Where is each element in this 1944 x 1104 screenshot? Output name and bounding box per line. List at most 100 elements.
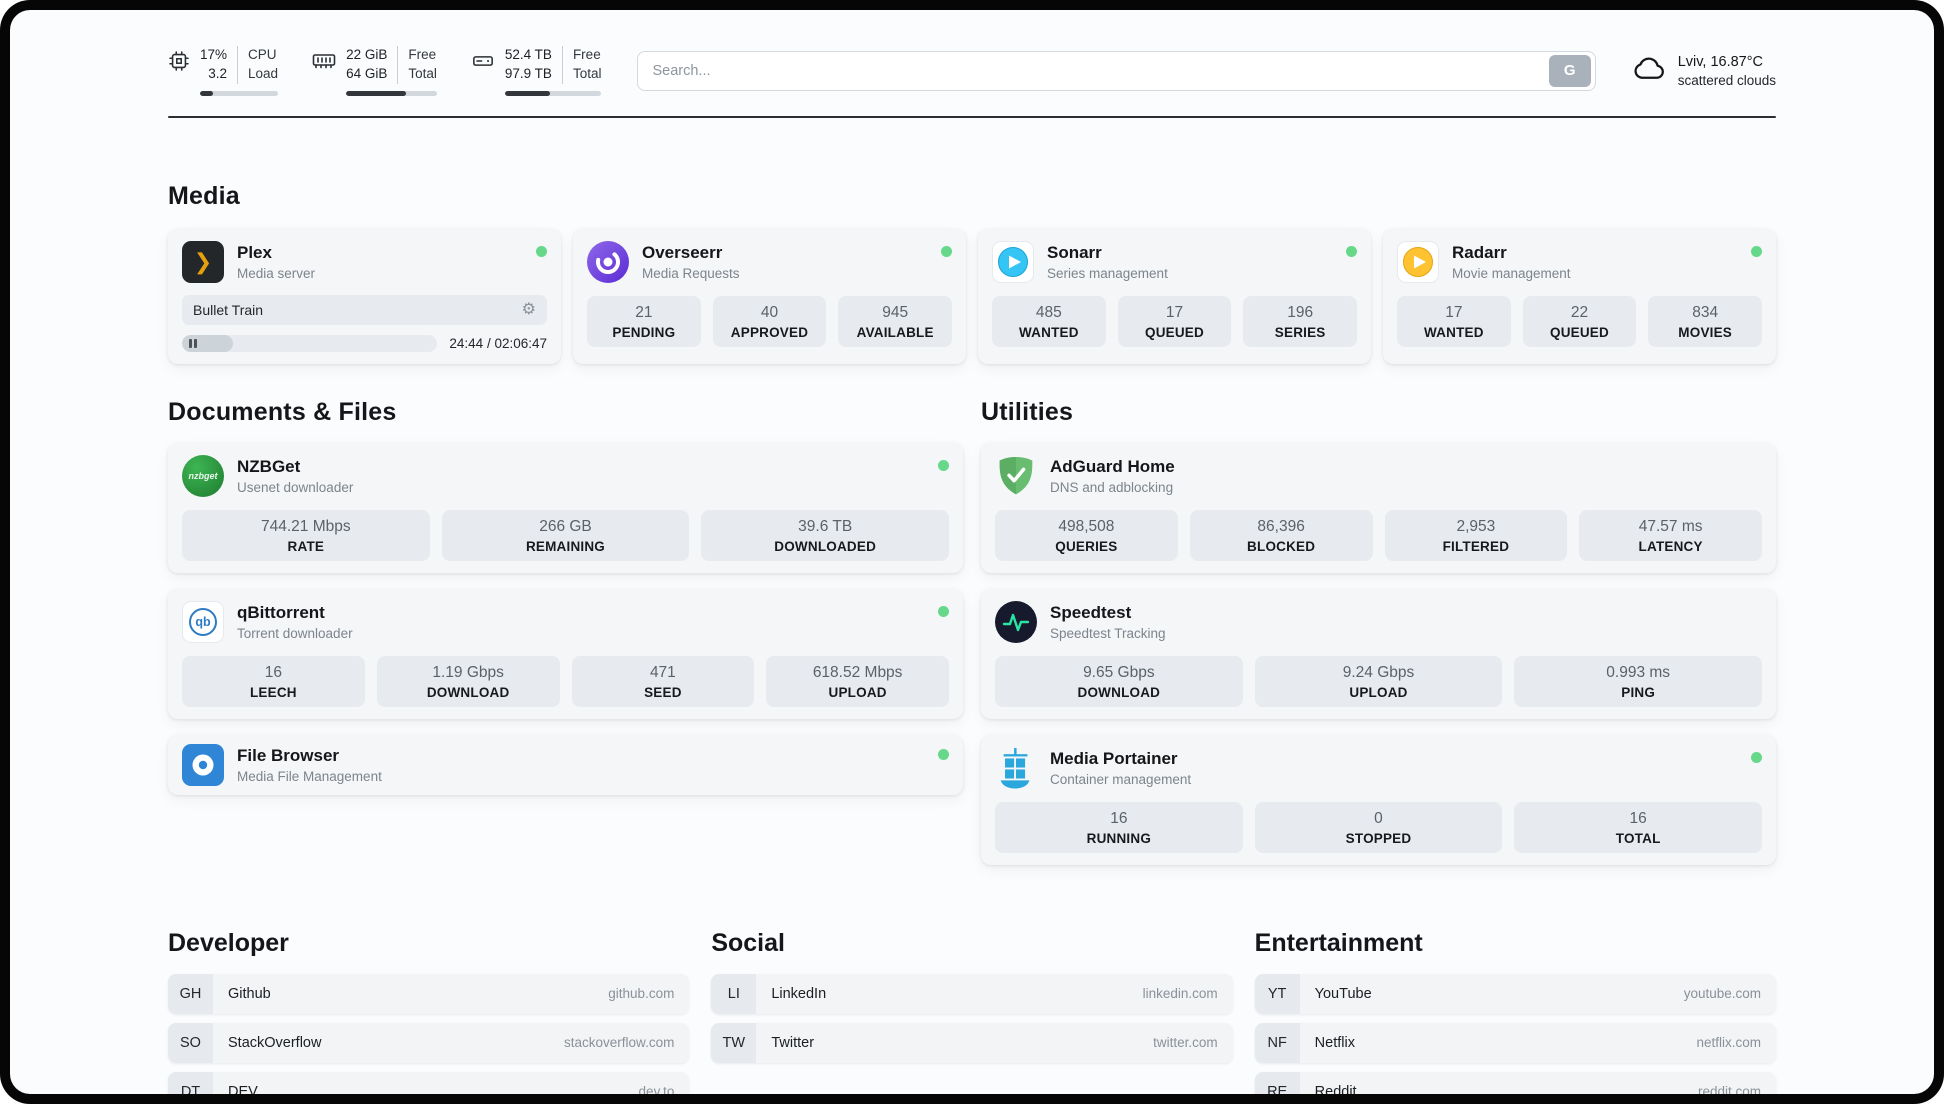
plex-time: 24:44 / 02:06:47 (449, 335, 547, 351)
stat-value: 0 (1374, 809, 1383, 827)
cpu-label-top: CPU (248, 47, 277, 62)
cpu-widget: 17% 3.2 CPU Load (168, 46, 279, 96)
qbittorrent-stat-leech: 16 LEECH (182, 655, 365, 707)
stat-value: 17 (1445, 303, 1463, 321)
nzbget-card[interactable]: nzbget NZBGet Usenet downloader 744.21 M… (168, 442, 963, 573)
portainer-status-dot (1751, 751, 1762, 763)
stat-label: LATENCY (1638, 538, 1703, 554)
bookmark-url: github.com (608, 986, 675, 1002)
section-title-social: Social (711, 928, 785, 957)
filebrowser-card[interactable]: File Browser Media File Management (168, 734, 963, 795)
bookmark-youtube[interactable]: YT YouTube youtube.com (1254, 973, 1776, 1014)
stat-label: DOWNLOAD (1077, 684, 1161, 700)
stat-value: 1.19 Gbps (432, 663, 504, 681)
section-title-developer: Developer (168, 928, 289, 957)
stat-value: 17 (1165, 303, 1184, 321)
bookmark-github[interactable]: GH Github github.com (168, 973, 690, 1014)
portainer-subtitle: Container management (1050, 771, 1192, 787)
speedtest-card[interactable]: Speedtest Speedtest Tracking 9.65 Gbps D… (981, 588, 1776, 719)
twitter-abbr-icon: TW (711, 1022, 757, 1063)
stat-label: SEED (644, 684, 682, 700)
cpu-progress-fill (200, 90, 214, 96)
radarr-stat-queued: 22 QUEUED (1522, 295, 1637, 347)
overseerr-name: Overseerr (642, 242, 723, 262)
filebrowser-icon (182, 743, 224, 786)
qbittorrent-stat-download: 1.19 Gbps DOWNLOAD (376, 655, 560, 707)
adguard-card[interactable]: AdGuard Home DNS and adblocking 498,508 … (981, 442, 1776, 573)
linkedin-abbr-icon: LI (711, 973, 757, 1014)
stat-label: UPLOAD (1349, 684, 1408, 700)
bookmark-name: LinkedIn (771, 985, 827, 1002)
search-input[interactable] (638, 62, 1549, 79)
qbittorrent-icon: qb (182, 600, 224, 643)
bookmark-url: dev.to (638, 1084, 675, 1094)
bookmark-reddit[interactable]: RE Reddit reddit.com (1254, 1071, 1776, 1094)
stat-value: 498,508 (1058, 517, 1115, 535)
stat-value: 47.57 ms (1638, 517, 1703, 535)
radarr-icon (1397, 240, 1439, 283)
stat-label: MOVIES (1678, 324, 1733, 340)
nzbget-stat-rate: 744.21 Mbps RATE (182, 509, 430, 561)
sonarr-name: Sonarr (1047, 242, 1102, 262)
ram-progress-bar (346, 90, 437, 96)
stat-value: 86,396 (1257, 517, 1305, 535)
stat-value: 834 (1692, 303, 1719, 321)
stat-label: PING (1621, 684, 1656, 700)
bookmark-stackoverflow[interactable]: SO StackOverflow stackoverflow.com (168, 1022, 690, 1063)
adguard-shield-icon (995, 455, 1037, 497)
filebrowser-subtitle: Media File Management (237, 768, 382, 784)
qbittorrent-subtitle: Torrent downloader (237, 625, 353, 641)
bookmark-netflix[interactable]: NF Netflix netflix.com (1254, 1022, 1776, 1063)
pause-icon[interactable] (189, 338, 197, 348)
bookmark-twitter[interactable]: TW Twitter twitter.com (711, 1022, 1233, 1063)
plex-seek-fill (182, 334, 234, 352)
portainer-stat-running: 16 RUNNING (995, 801, 1243, 853)
qbittorrent-card[interactable]: qb qBittorrent Torrent downloader (168, 588, 963, 719)
portainer-stat-stopped: 0 STOPPED (1254, 801, 1503, 853)
ram-icon (312, 50, 336, 72)
bookmark-linkedin[interactable]: LI LinkedIn linkedin.com (711, 973, 1233, 1014)
bookmark-url: youtube.com (1683, 986, 1761, 1002)
overseerr-stat-available: 945 AVAILABLE (838, 295, 952, 347)
stat-value: 0.993 ms (1606, 663, 1671, 681)
ram-label-bottom: Total (408, 65, 437, 81)
bookmark-name: StackOverflow (228, 1034, 322, 1051)
stat-label: APPROVED (730, 324, 809, 340)
plex-seek-bar[interactable] (182, 334, 438, 352)
bookmarks-grid: Developer GH Github github.com SO StackO… (168, 929, 1776, 1094)
cpu-chip-icon (168, 50, 190, 72)
stat-label: QUEUED (1550, 324, 1609, 340)
stat-label: UPLOAD (828, 684, 887, 700)
overseerr-status-dot (941, 245, 952, 257)
plex-status-dot (536, 245, 547, 257)
portainer-name: Media Portainer (1050, 748, 1178, 768)
plex-card[interactable]: ❯ Plex Media server Bullet Train ⚙ (168, 228, 561, 364)
overseerr-card[interactable]: Overseerr Media Requests 21 PENDING 40 A… (573, 228, 966, 364)
ram-widget: 22 GiB 64 GiB Free Total (312, 46, 437, 96)
radarr-card[interactable]: Radarr Movie management 17 WANTED 22 QUE… (1383, 228, 1776, 364)
stat-label: FILTERED (1442, 538, 1510, 554)
nzbget-stat-downloaded: 39.6 TB DOWNLOADED (701, 509, 949, 561)
portainer-card[interactable]: Media Portainer Container management 16 … (981, 734, 1776, 865)
speedtest-icon (995, 600, 1037, 643)
gear-icon[interactable]: ⚙ (521, 300, 536, 318)
bookmark-name: DEV (228, 1083, 258, 1094)
adguard-stat-blocked: 86,396 BLOCKED (1189, 509, 1373, 561)
radarr-name: Radarr (1452, 242, 1507, 262)
stat-label: SERIES (1274, 324, 1326, 340)
sonarr-card[interactable]: Sonarr Series management 485 WANTED 17 Q… (978, 228, 1371, 364)
nzbget-status-dot (938, 459, 949, 471)
sonarr-icon (992, 240, 1034, 283)
bookmark-dev[interactable]: DT DEV dev.to (168, 1071, 690, 1094)
stat-label: LEECH (249, 684, 297, 700)
radarr-status-dot (1751, 245, 1762, 257)
qbittorrent-name: qBittorrent (237, 602, 325, 622)
section-title-utilities: Utilities (981, 397, 1074, 426)
qbittorrent-icon-text: qb (189, 607, 217, 636)
bookmark-url: reddit.com (1697, 1084, 1761, 1094)
stat-label: WANTED (1018, 324, 1079, 340)
stat-value: 945 (882, 303, 909, 321)
search-engine-button[interactable]: G (1548, 54, 1591, 87)
hard-drive-icon (471, 50, 495, 72)
bookmark-url: netflix.com (1696, 1035, 1761, 1051)
